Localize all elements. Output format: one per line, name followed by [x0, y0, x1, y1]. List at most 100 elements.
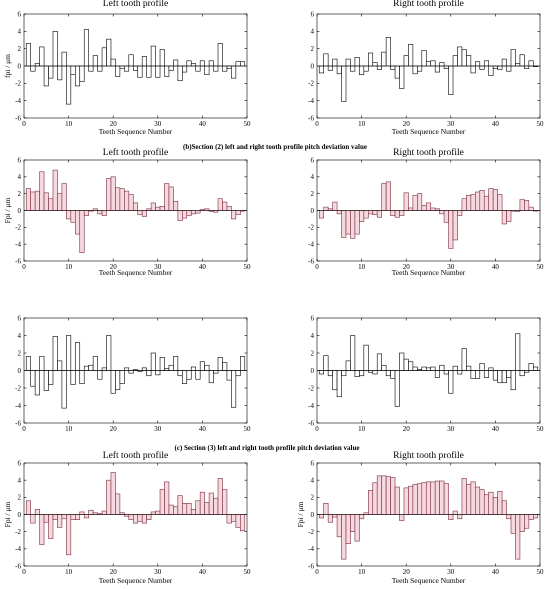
bar	[475, 486, 481, 515]
bar	[34, 370, 40, 396]
bar	[448, 370, 454, 394]
bar	[39, 46, 45, 67]
bar	[235, 210, 241, 216]
chart-panel-6: 0 10 20 30 40 50 -6 -4 -2 0 2 4 6	[308, 314, 544, 433]
bar	[345, 58, 351, 67]
bar	[323, 503, 329, 515]
bar	[190, 366, 197, 371]
bar	[150, 352, 156, 371]
y-tick-label: 6	[18, 10, 22, 18]
x-tick-label: 30	[447, 425, 455, 433]
y-tick-label: 0	[311, 367, 315, 375]
bar	[132, 202, 139, 211]
y-tick-label: 0	[311, 207, 315, 215]
bar	[359, 65, 365, 75]
bar	[182, 503, 188, 515]
bar	[470, 194, 476, 211]
bar	[448, 65, 454, 95]
x-tick-label: 10	[65, 425, 73, 433]
bar	[367, 52, 374, 67]
bar	[381, 183, 387, 211]
bar	[412, 366, 418, 371]
bar	[177, 370, 183, 377]
bar	[119, 188, 125, 211]
bar	[190, 509, 197, 515]
bar	[34, 190, 40, 211]
bar	[452, 55, 458, 67]
x-axis-label: Teeth Sequence Number	[392, 127, 466, 136]
y-tick-label: 6	[18, 156, 22, 164]
bar	[483, 195, 490, 211]
bar	[332, 58, 338, 67]
bar	[173, 59, 179, 67]
bar	[488, 367, 494, 371]
bar	[217, 478, 223, 515]
bar	[141, 514, 147, 524]
bar	[204, 65, 210, 75]
bar	[190, 210, 197, 215]
bar	[430, 481, 436, 515]
bar	[106, 178, 112, 211]
bar	[408, 44, 414, 67]
bar	[399, 65, 405, 89]
bar	[101, 510, 107, 515]
bar	[66, 514, 72, 556]
y-tick-label: -4	[308, 241, 314, 249]
bar	[376, 65, 382, 70]
x-tick-label: 30	[154, 425, 162, 433]
bar	[425, 202, 432, 211]
bar	[461, 49, 467, 67]
bar	[439, 364, 445, 371]
bar	[83, 365, 89, 371]
bar	[372, 210, 378, 216]
bar	[182, 210, 188, 219]
bar	[457, 370, 463, 375]
bar	[421, 205, 427, 211]
bar	[88, 509, 94, 515]
bar	[190, 63, 197, 67]
bar	[150, 202, 156, 211]
bar	[434, 65, 440, 73]
bar	[492, 497, 498, 515]
bar	[483, 494, 490, 515]
bar	[173, 506, 179, 515]
x-tick-label: 0	[22, 263, 26, 271]
bar	[443, 210, 449, 223]
bar	[43, 370, 49, 391]
x-tick-label: 20	[110, 263, 118, 271]
y-tick-label: -2	[308, 80, 314, 88]
bar	[354, 210, 360, 235]
bar	[217, 43, 223, 67]
bar	[528, 514, 534, 520]
bar	[128, 370, 134, 374]
y-tick-label: -4	[308, 545, 314, 553]
x-tick-label: 50	[244, 120, 252, 128]
bar	[359, 370, 365, 377]
bar	[79, 65, 85, 82]
bar	[101, 47, 107, 67]
x-tick-label: 30	[154, 120, 162, 128]
bar	[363, 344, 369, 371]
bar	[399, 514, 405, 521]
bar	[510, 514, 516, 534]
y-axis-label: Fpi / μm	[3, 501, 12, 527]
bar	[164, 183, 170, 211]
y-tick-label: -4	[15, 241, 21, 249]
bar	[83, 29, 89, 67]
bar	[240, 514, 246, 532]
bar	[195, 500, 201, 515]
bar	[394, 486, 400, 515]
bar	[231, 210, 237, 220]
bar	[222, 362, 228, 371]
chart-panel-7: 0 10 20 30 40 50 -6 -4 -2 0 2 4 6 Left tooth profile T…	[15, 450, 251, 585]
x-tick-label: 0	[315, 425, 319, 433]
bar	[115, 493, 121, 515]
bar	[110, 472, 116, 515]
y-tick-label: -6	[308, 257, 314, 265]
bar	[61, 183, 67, 211]
y-tick-label: 2	[18, 190, 22, 198]
chart-panel-8: 0 10 20 30 40 50 -6 -4 -2 0 2 4 6 Right tooth profile…	[308, 450, 544, 585]
bar	[332, 370, 338, 391]
x-tick-label: 20	[403, 263, 411, 271]
bar	[57, 360, 63, 371]
